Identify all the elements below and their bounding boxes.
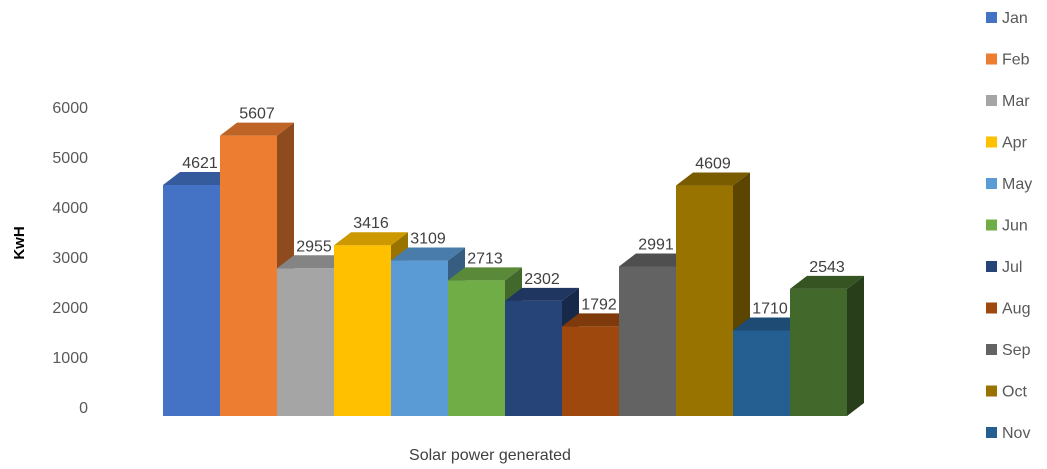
bar-front [277, 268, 334, 416]
bar-dec [790, 275, 864, 416]
legend-item-jan: Jan [986, 10, 1028, 27]
legend-item-jul: Jul [986, 259, 1022, 276]
bar-front [505, 300, 562, 416]
bar-top [277, 255, 351, 269]
bar-front [676, 185, 733, 416]
y-tick-label: 5000 [52, 150, 88, 167]
legend-item-oct: Oct [986, 384, 1027, 401]
legend-label: May [1002, 176, 1032, 193]
bar-front [391, 260, 448, 416]
data-label-oct: 4609 [695, 156, 731, 173]
legend-swatch [986, 219, 997, 231]
legend-label: Nov [1002, 425, 1030, 442]
legend-item-may: May [986, 176, 1032, 193]
legend-swatch [986, 302, 997, 314]
legend-swatch [986, 136, 997, 148]
legend-swatch [986, 178, 997, 189]
legend-item-aug: Aug [986, 301, 1030, 318]
data-label-sep: 2991 [638, 236, 674, 253]
data-labels: 4621 5607 2955 3416 3109 2713 2302 1792 2991 4609… [182, 106, 845, 318]
legend-label: Jan [1002, 10, 1028, 27]
legend-label: Sep [1002, 342, 1031, 359]
data-label-may: 3109 [410, 231, 446, 248]
legend-swatch [986, 261, 997, 272]
bar-top [676, 172, 750, 186]
bar-front [790, 288, 847, 416]
bar-front [334, 245, 391, 416]
data-label-mar: 2955 [296, 238, 332, 255]
legend: Jan Feb Mar Apr May Jun Jul Aug Sep Oct Nov [986, 10, 1032, 442]
bar-top [163, 171, 237, 185]
data-label-dec: 2543 [809, 259, 845, 276]
bar-top [790, 275, 864, 289]
legend-swatch [986, 427, 997, 438]
legend-label: Jul [1002, 259, 1022, 276]
bar-front [220, 135, 277, 416]
legend-item-sep: Sep [986, 342, 1031, 359]
data-label-feb: 5607 [239, 106, 275, 123]
y-tick-label: 0 [79, 400, 88, 417]
legend-swatch [986, 53, 997, 65]
data-label-jan: 4621 [182, 155, 218, 172]
y-tick-label: 6000 [52, 100, 88, 117]
data-label-apr: 3416 [353, 215, 389, 232]
y-axis-label: KwH [11, 226, 28, 259]
bar-side [847, 275, 864, 416]
bar-top [220, 122, 294, 136]
legend-item-nov: Nov [986, 425, 1030, 442]
data-label-jun: 2713 [467, 250, 503, 267]
bar-top [505, 287, 579, 301]
legend-label: Jun [1002, 218, 1028, 235]
legend-item-jun: Jun [986, 218, 1028, 235]
legend-swatch [986, 12, 997, 23]
bars [163, 122, 864, 417]
bar-top [334, 232, 408, 246]
bar-front [619, 266, 676, 416]
y-axis: 0 1000 2000 3000 4000 5000 6000 [52, 100, 88, 417]
y-tick-label: 1000 [52, 350, 88, 367]
legend-swatch [986, 385, 997, 397]
bar-top [619, 253, 693, 267]
legend-label: Apr [1002, 135, 1028, 152]
y-tick-label: 2000 [52, 300, 88, 317]
bar-top [448, 267, 522, 281]
bar-front [562, 326, 619, 416]
bar-top [733, 317, 807, 331]
bar-front [448, 280, 505, 416]
legend-swatch [986, 344, 997, 355]
legend-item-feb: Feb [986, 52, 1030, 69]
legend-item-mar: Mar [986, 93, 1030, 110]
data-label-jul: 2302 [524, 271, 560, 288]
legend-label: Oct [1002, 384, 1027, 401]
y-tick-label: 3000 [52, 250, 88, 267]
bar-top [562, 313, 636, 327]
bar-front [733, 330, 790, 416]
data-label-nov: 1710 [752, 301, 788, 318]
x-category-label: Solar power generated [409, 447, 571, 464]
legend-label: Mar [1002, 93, 1030, 110]
y-tick-label: 4000 [52, 200, 88, 217]
data-label-aug: 1792 [581, 296, 617, 313]
bar-front [163, 184, 220, 416]
bar-top [391, 247, 465, 261]
legend-label: Aug [1002, 301, 1030, 318]
legend-item-apr: Apr [986, 135, 1028, 152]
legend-label: Feb [1002, 52, 1030, 69]
legend-swatch [986, 95, 997, 106]
